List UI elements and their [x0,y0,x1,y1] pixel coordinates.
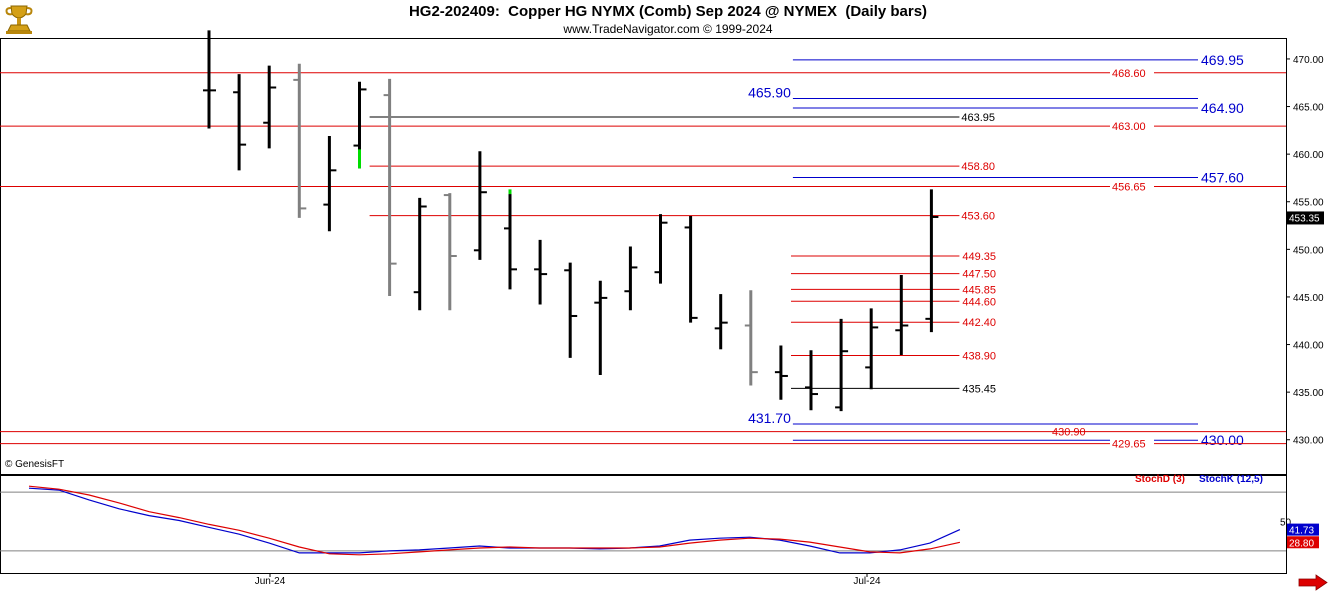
level-label: 468.60 [1112,68,1146,80]
level-label: 457.60 [1201,169,1244,185]
price-bar [654,214,668,284]
chart-subtitle: www.TradeNavigator.com © 1999-2024 [563,22,773,36]
level-label: 445.85 [962,284,996,296]
legend-stochd: StochD (3) [1135,474,1185,485]
price-tick-label: 435.00 [1293,388,1324,399]
chart-title: HG2-202409: Copper HG NYMX (Comb) Sep 20… [408,3,928,20]
level-label: 430.90 [1052,427,1086,439]
price-tick-label: 455.00 [1293,198,1324,209]
level-label: 458.80 [961,161,995,173]
level-label: 444.60 [962,296,996,308]
level-label: 430.00 [1201,432,1244,448]
level-label: 447.50 [962,269,996,281]
price-bar [293,63,307,218]
price-bar [443,193,457,311]
last-price-label: 453.35 [1289,213,1320,224]
price-bar [323,136,337,232]
level-label: 438.90 [962,351,996,363]
level-label: 463.00 [1112,121,1146,133]
price-tick-label: 450.00 [1293,245,1324,256]
price-tick-label: 430.00 [1293,436,1324,447]
gold-trophy-logo-icon [5,5,33,34]
level-label: 463.95 [961,112,995,124]
chart-header: HG2-202409: Copper HG NYMX (Comb) Sep 20… [0,0,1336,38]
price-tick-label: 445.00 [1293,293,1324,304]
level-label: 469.95 [1201,52,1244,68]
price-bar [233,74,247,171]
price-tick-label: 460.00 [1293,150,1324,161]
main-plot-frame [0,38,1287,475]
price-bar [774,345,788,400]
price-bar [925,189,939,333]
level-label: 456.65 [1112,182,1146,194]
x-tick-label: Jun-24 [255,576,286,587]
stochk-last-box [1287,523,1319,536]
stochk-last-label: 41.73 [1289,526,1314,537]
price-bar [594,280,608,376]
price-bar [865,308,879,390]
level-label-bg [1110,180,1154,193]
stoch-series-line [28,487,961,554]
level-label: 429.65 [1112,439,1146,451]
level-label-bg [1110,120,1154,133]
price-bar [835,318,849,412]
price-tick-label: 465.00 [1293,103,1324,114]
x-tick-label: Jul-24 [853,576,881,587]
price-bar [714,294,728,350]
price-bar [534,239,548,305]
price-bar [413,197,427,311]
stochd-last-label: 28.80 [1289,538,1314,549]
level-label: 435.45 [962,383,996,395]
level-label-bg [1110,437,1154,450]
price-bar [473,151,487,260]
level-label: 442.40 [962,317,996,329]
last-price-box [1287,211,1324,225]
stoch-tick-label: 50 [1280,518,1292,529]
price-bar [895,275,909,356]
level-label: 449.35 [962,251,996,263]
level-label: 431.70 [748,410,791,426]
level-label: 465.90 [748,84,791,100]
red-arrow-right-icon[interactable] [1298,574,1328,591]
level-label: 453.60 [961,211,995,223]
price-tick-label: 440.00 [1293,341,1324,352]
stochd-last-box [1287,536,1319,549]
stoch-series-line [28,485,961,556]
watermark-text: © GenesisFT [5,459,64,470]
price-bar [684,216,698,323]
price-bar [504,190,517,290]
price-bar [564,262,578,358]
price-bar [383,78,397,296]
price-bar [744,290,758,386]
price-bar [805,350,818,411]
legend-stochk: StochK (12,5) [1199,474,1263,485]
price-tick-label: 470.00 [1293,55,1324,66]
price-bar [624,246,638,311]
stoch-plot-frame [0,475,1287,574]
price-bar [263,65,277,149]
level-label: 464.90 [1201,100,1244,116]
price-bar [203,30,216,129]
level-label-bg [1110,66,1154,79]
